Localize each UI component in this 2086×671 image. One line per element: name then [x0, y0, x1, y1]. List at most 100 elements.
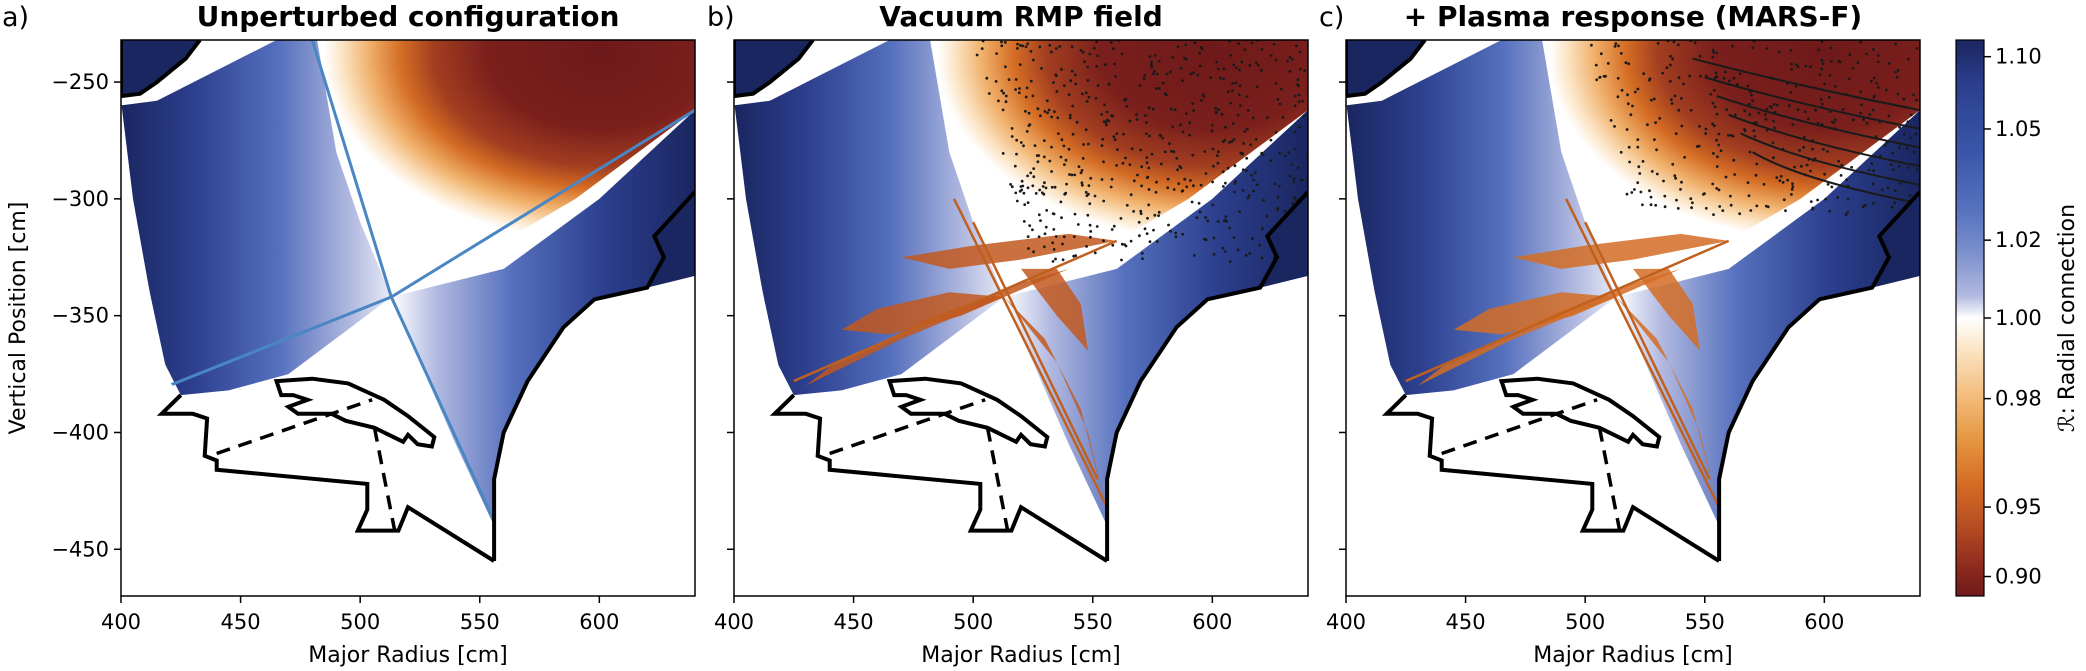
panel-title: Unperturbed configuration [197, 0, 620, 33]
flux-surface [1740, 132, 1920, 186]
pump-duct-line [1597, 427, 1623, 538]
x-tick-label: 400 [1326, 610, 1366, 634]
stochastic-lobe [1453, 292, 1617, 335]
colorbar-gradient [1955, 39, 1985, 597]
panel-letter: b) [707, 2, 735, 33]
first-wall [492, 190, 695, 561]
strike-line [1405, 239, 1730, 383]
axes-frame [733, 39, 1309, 597]
x-tick-label: 600 [1804, 610, 1844, 634]
pump-duct-line [829, 398, 986, 456]
strike-line [1584, 221, 1711, 480]
connection-right-leg [391, 110, 695, 526]
first-wall [121, 40, 202, 99]
flux-surface [1752, 151, 1920, 205]
vessel-exterior [1346, 100, 1920, 596]
y-tick-label: −250 [51, 70, 109, 94]
x-tick-label: 450 [1446, 610, 1486, 634]
wall-region [1872, 191, 1920, 288]
panel-plasma-response: 400 450 500 550 600 Major Radius [cm] c) + Plas… [1319, 0, 1921, 668]
connection-core [1542, 40, 1920, 297]
divertor-baffle [273, 376, 437, 449]
stochastic-lobe [841, 292, 1005, 335]
x-axis-label: Major Radius [cm] [1533, 643, 1733, 668]
pump-duct-line [1441, 398, 1598, 456]
divertor-wall [769, 393, 1109, 563]
flux-surface [1692, 57, 1920, 112]
vessel-exterior [1719, 191, 1920, 596]
colorbar-tick-label: 0.98 [1995, 387, 2042, 411]
stochastic-lobe [1633, 268, 1700, 351]
wall-region [1346, 40, 1425, 97]
divertor-wall [1381, 393, 1721, 563]
first-wall [734, 40, 815, 99]
x-tick-label: 600 [579, 610, 619, 634]
colorbar: 1.10 1.05 1.02 1.00 0.98 0.95 0.90 ℛ: Radial c… [1955, 39, 2080, 597]
plot-area [1346, 40, 1920, 596]
colorbar-tick-label: 0.90 [1995, 565, 2042, 589]
x-tick-label: 600 [1192, 610, 1232, 634]
connection-core [930, 40, 1308, 297]
flux-surface [1704, 76, 1920, 130]
panel-letter: a) [2, 2, 29, 33]
strike-line [972, 221, 1099, 480]
poincare-points [1590, 40, 1919, 217]
strike-line [793, 239, 1118, 383]
pump-duct-line [216, 398, 373, 456]
panel-title: + Plasma response (MARS-F) [1404, 0, 1862, 33]
panel-title: Vacuum RMP field [879, 0, 1163, 33]
y-tick-label: −400 [51, 420, 109, 444]
x-axis-label: Major Radius [cm] [921, 643, 1121, 668]
x-tick-label: 550 [1685, 610, 1725, 634]
stochastic-lobe [1021, 268, 1088, 351]
x-tick-label: 450 [834, 610, 874, 634]
x-tick-label: 500 [953, 610, 993, 634]
x-tick-label: 550 [1073, 610, 1113, 634]
wall-region [647, 191, 695, 288]
divertor-baffle [1498, 376, 1662, 449]
colorbar-tick-label: 1.10 [1995, 45, 2042, 69]
panel-unperturbed: 400 450 500 550 600 −250 −300 −350 −400 −450 Major… [2, 0, 696, 668]
stochastic-lobe [1513, 233, 1729, 269]
x-tick-label: 400 [714, 610, 754, 634]
x-tick-label: 500 [1565, 610, 1605, 634]
vessel-exterior [1107, 191, 1308, 596]
first-wall [1346, 40, 1427, 99]
wall-region [734, 40, 813, 97]
panel-vacuum-rmp: 400 450 500 550 600 Major Radius [cm] b) Vacuum… [707, 0, 1309, 668]
y-axis-label: Vertical Position [cm] [6, 202, 31, 435]
separatrix [310, 40, 496, 522]
colorbar-tick-label: 0.95 [1995, 495, 2042, 519]
connection-core [317, 40, 695, 297]
plot-area [734, 40, 1308, 596]
x-tick-label: 550 [460, 610, 500, 634]
colorbar-tick-label: 1.02 [1995, 228, 2042, 252]
y-tick-label: −450 [51, 537, 109, 561]
poincare-points [975, 40, 1308, 263]
strike-line [1564, 198, 1721, 508]
wall-region [121, 40, 200, 97]
first-wall [1717, 190, 1920, 561]
axes-frame [1345, 39, 1921, 597]
divertor-wall [156, 393, 496, 563]
axes-frame [120, 39, 696, 597]
divertor-baffle [886, 376, 1050, 449]
flux-surface [1716, 95, 1920, 149]
stochastic-lobe [901, 233, 1117, 269]
connection-right-leg [1004, 110, 1308, 526]
wall-region [1260, 191, 1308, 288]
vessel-exterior [494, 191, 695, 596]
vessel-exterior [734, 100, 1308, 596]
plot-area [121, 40, 695, 596]
vessel-exterior [121, 100, 695, 596]
panel-letter: c) [1319, 2, 1344, 33]
flux-surface [1728, 113, 1920, 168]
y-tick-label: −350 [51, 304, 109, 328]
colorbar-tick-label: 1.00 [1995, 306, 2042, 330]
colorbar-tick-label: 1.05 [1995, 117, 2042, 141]
pump-duct-line [372, 427, 398, 538]
y-tick-label: −300 [51, 187, 109, 211]
first-wall [1105, 190, 1308, 561]
x-tick-label: 450 [221, 610, 261, 634]
